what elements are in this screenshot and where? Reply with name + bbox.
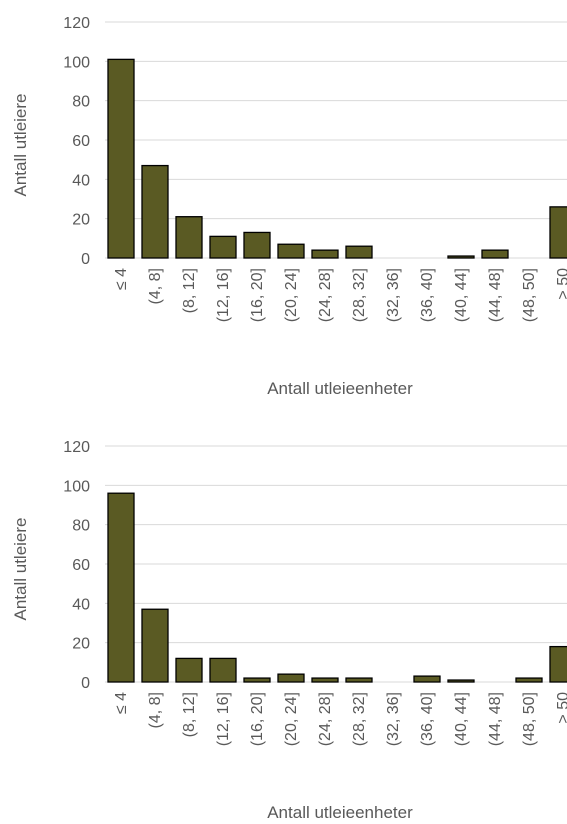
x-tick-label: (16, 20]: [249, 268, 266, 322]
bar: [175, 216, 203, 259]
bar-chart-lower: 0 20 40 60 80 100 120 ≤ 4 (4, 8] (8, 12] (12, 16] (…: [11, 439, 567, 822]
x-tick-label: (44, 48]: [487, 692, 504, 746]
y-tick-label: 0: [81, 251, 90, 268]
x-tick-label: (36, 40]: [419, 692, 436, 746]
x-tick-label: (12, 16]: [215, 692, 232, 746]
x-tick-label: (44, 48]: [487, 268, 504, 322]
bar: [447, 679, 475, 683]
x-axis-title: Antall utleieenheter: [267, 379, 413, 398]
x-tick-label: (28, 32]: [351, 268, 368, 322]
x-tick-label: > 50: [555, 268, 567, 300]
x-tick-label: (8, 12]: [181, 692, 198, 737]
y-tick-label: 100: [63, 478, 90, 495]
y-axis-title: Antall utleiere: [11, 93, 30, 196]
y-tick-label: 60: [72, 557, 90, 574]
bar: [277, 673, 305, 683]
x-tick-label: (4, 8]: [147, 268, 164, 304]
bar: [277, 243, 305, 259]
x-tick-label: (48, 50]: [521, 268, 538, 322]
bar: [345, 245, 373, 259]
x-tick-label: (48, 50]: [521, 692, 538, 746]
bar: [311, 249, 339, 259]
y-tick-label: 120: [63, 15, 90, 32]
bar: [209, 657, 237, 683]
x-tick-label: (28, 32]: [351, 692, 368, 746]
y-tick-label: 40: [72, 172, 90, 189]
bar: [175, 657, 203, 683]
x-tick-label: (36, 40]: [419, 268, 436, 322]
bar: [345, 677, 373, 683]
y-tick-label: 120: [63, 439, 90, 456]
y-tick-label: 60: [72, 133, 90, 150]
bar: [141, 164, 169, 259]
y-tick-label: 20: [72, 636, 90, 653]
bar: [107, 58, 135, 259]
y-tick-label: 0: [81, 675, 90, 692]
x-tick-label: (4, 8]: [147, 692, 164, 728]
bar: [141, 608, 169, 683]
x-tick-label: (40, 44]: [453, 692, 470, 746]
y-tick-label: 20: [72, 212, 90, 229]
bar: [311, 677, 339, 683]
x-tick-label: (12, 16]: [215, 268, 232, 322]
x-tick-label: > 50: [555, 692, 567, 724]
bar: [107, 492, 135, 683]
bar: [243, 231, 271, 259]
y-axis-title: Antall utleiere: [11, 517, 30, 620]
x-tick-label: (24, 28]: [317, 268, 334, 322]
chart-upper: 0 20 40 60 80 100 120 ≤ 4 (4, 8] (8, 12] (12, 16] (…: [0, 0, 567, 400]
y-tick-label: 80: [72, 518, 90, 535]
bar: [413, 675, 441, 683]
x-tick-label: (32, 36]: [385, 268, 402, 322]
x-tick-label: (8, 12]: [181, 268, 198, 313]
bar: [549, 645, 567, 683]
bar: [209, 235, 237, 259]
x-tick-label: (24, 28]: [317, 692, 334, 746]
x-tick-label: (20, 24]: [283, 268, 300, 322]
bar: [481, 249, 509, 259]
y-tick-label: 40: [72, 596, 90, 613]
x-tick-label: (32, 36]: [385, 692, 402, 746]
x-tick-label: (20, 24]: [283, 692, 300, 746]
chart-lower: 0 20 40 60 80 100 120 ≤ 4 (4, 8] (8, 12] (12, 16] (…: [0, 424, 567, 824]
y-tick-label: 80: [72, 94, 90, 111]
bar: [515, 677, 543, 683]
x-tick-label: ≤ 4: [113, 268, 130, 290]
bar: [243, 677, 271, 683]
bar: [549, 206, 567, 259]
y-tick-label: 100: [63, 54, 90, 71]
bar: [447, 255, 475, 259]
x-axis-title: Antall utleieenheter: [267, 803, 413, 822]
x-tick-label: ≤ 4: [113, 692, 130, 714]
x-tick-label: (40, 44]: [453, 268, 470, 322]
bar-chart-upper: 0 20 40 60 80 100 120 ≤ 4 (4, 8] (8, 12] (12, 16] (…: [11, 15, 567, 398]
x-tick-label: (16, 20]: [249, 692, 266, 746]
